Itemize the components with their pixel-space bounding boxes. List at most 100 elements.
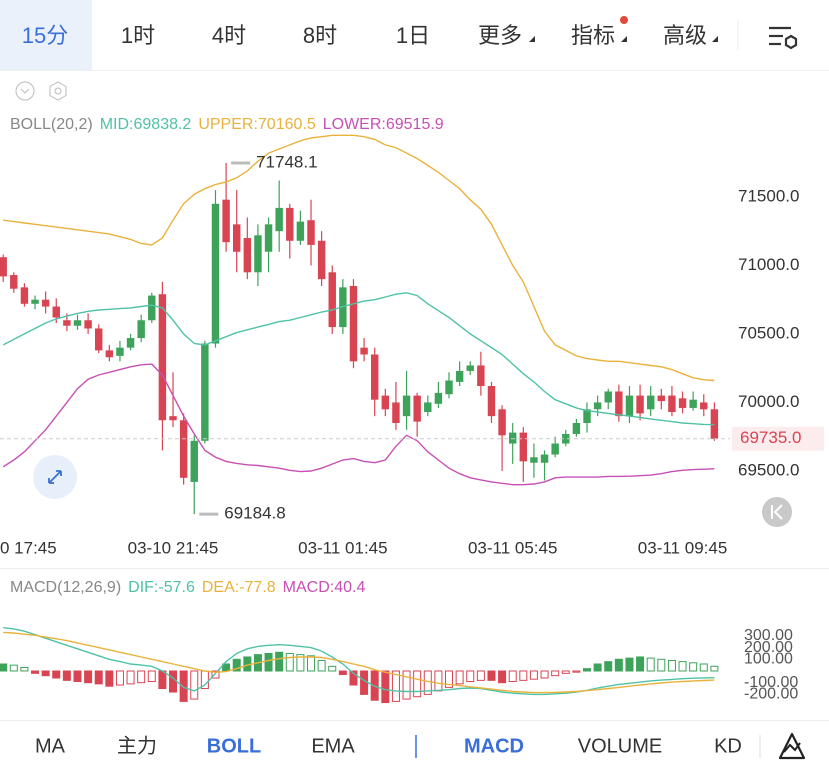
- macd-line: [3, 631, 715, 694]
- bottom-tab[interactable]: KD: [714, 735, 742, 757]
- y-tick-label: 100.00: [744, 651, 793, 668]
- y-tick-label: -100.00: [744, 674, 798, 691]
- candle-body: [148, 295, 156, 321]
- candle-body: [10, 275, 18, 289]
- legend-entry: LOWER:69515.9: [323, 116, 444, 133]
- bottom-tab[interactable]: VOLUME: [578, 735, 662, 757]
- dropdown-arrow: [712, 36, 718, 42]
- candle-body: [360, 347, 368, 355]
- top-tab[interactable]: 更多: [478, 23, 522, 48]
- bottom-tab[interactable]: 主力: [117, 734, 157, 757]
- candle-body: [657, 395, 666, 402]
- macd-bar: [105, 670, 114, 687]
- macd-bar: [583, 668, 592, 672]
- x-tick-label: 03-11 05:45: [468, 538, 557, 557]
- macd-bar: [73, 670, 82, 683]
- y-tick-label: 70000.0: [738, 392, 799, 411]
- last-price-label: 69735.0: [740, 428, 801, 447]
- macd-bar: [498, 670, 507, 684]
- candle-body: [95, 328, 103, 351]
- candle-body: [455, 370, 464, 382]
- macd-bar: [264, 652, 273, 672]
- boll-line: [2, 363, 715, 486]
- top-tab[interactable]: 高级: [663, 23, 707, 48]
- bottom-tab[interactable]: MA: [35, 735, 66, 757]
- candle-body: [286, 207, 294, 241]
- macd-bar: [646, 657, 655, 672]
- y-tick-label: 71000.0: [738, 255, 799, 274]
- y-tick-label: -200.00: [744, 686, 798, 703]
- macd-bar: [328, 665, 337, 672]
- boll-line: [3, 134, 715, 382]
- macd-bar: [445, 670, 454, 688]
- macd-bar: [508, 670, 517, 683]
- candle-body: [275, 207, 283, 232]
- top-tab[interactable]: 1时: [121, 23, 155, 48]
- macd-bar: [211, 670, 220, 679]
- candle-body: [222, 199, 230, 243]
- bottom-tab[interactable]: BOLL: [207, 735, 261, 757]
- macd-bar: [275, 651, 284, 672]
- macd-line: [3, 627, 715, 696]
- macd-bar: [349, 670, 358, 686]
- candle-body: [646, 395, 655, 410]
- indicator-name: MACD(12,26,9): [10, 579, 121, 596]
- top-tab[interactable]: 4时: [212, 23, 246, 48]
- candle-body: [254, 235, 262, 273]
- candle-body: [116, 347, 124, 356]
- candle-body: [232, 224, 241, 252]
- scroll-latest-button[interactable]: [762, 497, 792, 527]
- macd-bar: [381, 670, 390, 704]
- macd-bar: [232, 658, 241, 672]
- candle-body: [519, 432, 528, 462]
- collapse-icon[interactable]: [15, 81, 35, 101]
- y-tick-label: 200.00: [744, 639, 793, 656]
- extreme-label: 71748.1: [256, 152, 317, 171]
- macd-bar: [561, 670, 570, 674]
- indicator-settings-icon[interactable]: [49, 81, 67, 101]
- candle-body: [317, 240, 326, 280]
- notify-dot: [620, 16, 628, 24]
- candle-body: [169, 416, 177, 421]
- candle-body: [296, 221, 305, 241]
- macd-bar: [434, 670, 443, 692]
- candle-body: [615, 391, 623, 417]
- macd-bar: [699, 663, 708, 672]
- macd-bar: [689, 662, 698, 672]
- candle-body: [636, 395, 644, 414]
- top-tab[interactable]: 1日: [396, 23, 430, 48]
- macd-bar: [147, 670, 156, 683]
- macd-bar: [115, 670, 124, 686]
- macd-bar: [540, 670, 549, 679]
- macd-bar: [476, 670, 485, 681]
- expand-icon: [48, 470, 62, 484]
- candle-body: [689, 399, 697, 408]
- settings-icon[interactable]: [769, 26, 798, 50]
- candle-body: [593, 402, 602, 410]
- candle-body: [402, 395, 411, 417]
- scroll-latest-icon: [771, 504, 783, 520]
- top-tab[interactable]: 8时: [303, 23, 337, 48]
- top-tab[interactable]: 15分: [22, 23, 68, 48]
- y-tick-label: 69500.0: [738, 460, 799, 479]
- candle-body: [84, 320, 92, 329]
- macd-bar: [625, 657, 634, 672]
- y-tick-label: 300.00: [744, 627, 793, 644]
- tab-selected-bg: [0, 0, 92, 70]
- candle-body: [370, 354, 379, 400]
- candle-body: [126, 338, 135, 348]
- macd-bar: [551, 670, 560, 677]
- macd-bar: [137, 670, 146, 684]
- bottom-tab[interactable]: MACD: [464, 735, 524, 757]
- candle-body: [41, 299, 50, 307]
- candle-body: [20, 287, 29, 304]
- top-tab[interactable]: 指标: [571, 23, 615, 48]
- candle-body: [434, 392, 443, 404]
- bottom-tab[interactable]: EMA: [311, 735, 355, 757]
- candle-body: [190, 440, 198, 482]
- legend-entry: UPPER:70160.5: [198, 116, 316, 133]
- indicator-settings-icon-dot: [54, 87, 62, 95]
- candle-body: [625, 395, 634, 417]
- macd-bar: [190, 670, 199, 700]
